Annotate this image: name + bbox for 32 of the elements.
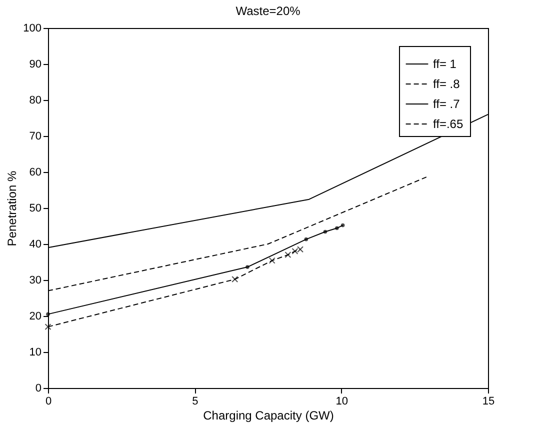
point [246, 265, 250, 269]
point [335, 226, 339, 230]
y-tick-label: 50 [29, 202, 42, 214]
legend-label: ff= .7 [433, 97, 460, 111]
y-tick-label: 60 [29, 166, 42, 178]
point [232, 276, 238, 283]
legend-label: ff=.65 [433, 117, 464, 131]
x-tick-label: 10 [336, 396, 348, 408]
y-tick-label: 10 [29, 346, 42, 358]
point [46, 312, 50, 316]
point [304, 237, 308, 242]
point [44, 324, 52, 330]
y-tick-label: 70 [29, 130, 42, 142]
x-tick-label: 0 [45, 396, 52, 408]
x-tick-label: 15 [482, 396, 495, 408]
x-tick-label: 5 [192, 396, 198, 408]
y-tick-label: 80 [29, 94, 42, 106]
y-tick-label: 30 [29, 274, 42, 286]
chart-title: Waste=20% [236, 4, 301, 18]
point [340, 223, 345, 228]
point [284, 252, 292, 258]
y-tick-label: 100 [23, 22, 42, 34]
y-tick-label: 20 [29, 310, 42, 322]
legend-label: ff= .8 [433, 77, 460, 91]
legend-label: ff= 1 [433, 57, 457, 71]
point [323, 230, 328, 234]
point [268, 257, 276, 264]
y-tick-label: 90 [29, 58, 42, 70]
y-tick-label: 0 [35, 382, 42, 394]
x-axis-title: Charging Capacity (GW) [203, 408, 334, 422]
y-axis-title: Penetration % [5, 170, 20, 246]
y-tick-label: 40 [29, 238, 42, 250]
